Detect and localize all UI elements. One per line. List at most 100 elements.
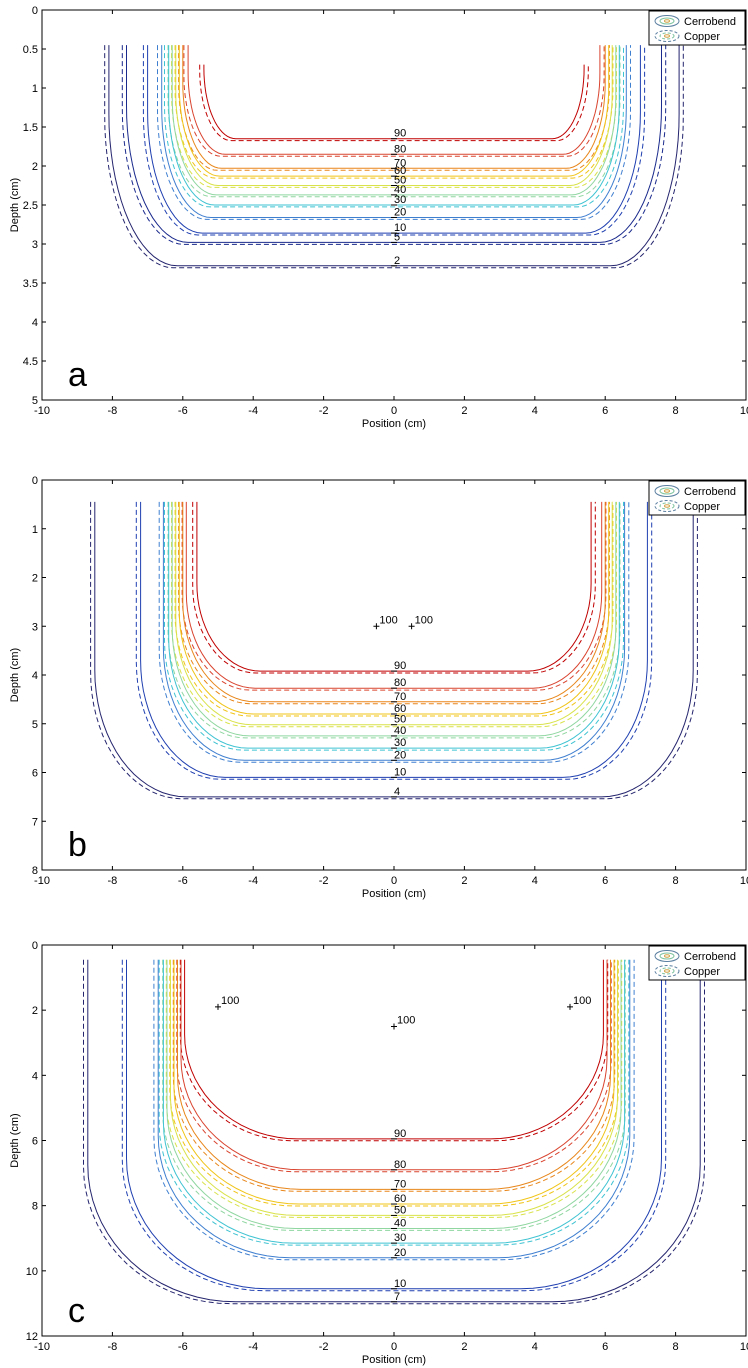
panel-label: a <box>68 356 87 394</box>
x-tick-label: -4 <box>248 1341 258 1353</box>
y-tick-label: 1 <box>32 83 38 95</box>
legend-entry-copper: Copper <box>684 31 720 43</box>
contour-copper-40 <box>167 501 621 739</box>
contour-copper-40 <box>162 959 626 1231</box>
y-tick-label: 8 <box>32 865 38 877</box>
contour-copper-90 <box>199 64 589 142</box>
contour-label-50: 50 <box>394 1204 406 1216</box>
contour-label-20: 20 <box>394 749 406 761</box>
contour-label-60: 60 <box>394 1193 406 1205</box>
y-tick-label: 4 <box>32 1070 38 1082</box>
contour-copper-90 <box>192 501 596 674</box>
x-tick-label: -4 <box>248 875 258 887</box>
contour-copper-80 <box>181 501 607 691</box>
legend-swatch-dashed <box>654 500 680 512</box>
chart-panel-a: 90807060504030201052-10-8-6-4-2024681000… <box>9 5 748 430</box>
contour-copper-20 <box>158 501 630 763</box>
contour-label-70: 70 <box>394 157 406 169</box>
x-tick-label: 4 <box>532 405 538 417</box>
panel-label: b <box>68 826 87 864</box>
contour-copper-80 <box>183 45 605 157</box>
y-tick-label: 0 <box>32 475 38 487</box>
x-tick-label: 0 <box>391 1341 397 1353</box>
y-tick-label: 12 <box>26 1331 38 1343</box>
x-tick-label: 2 <box>461 405 467 417</box>
y-axis-label: Depth (cm) <box>9 178 21 232</box>
x-tick-label: -6 <box>178 875 188 887</box>
contour-label-70: 70 <box>394 691 406 703</box>
x-tick-label: -8 <box>108 405 118 417</box>
contour-copper-70 <box>172 959 616 1192</box>
x-tick-label: 6 <box>602 1341 608 1353</box>
contour-label-70: 70 <box>394 1178 406 1190</box>
x-tick-label: -8 <box>108 875 118 887</box>
x-tick-label: 10 <box>740 1341 748 1353</box>
contour-copper-90 <box>179 959 609 1142</box>
contour-label-90: 90 <box>394 1128 406 1140</box>
contour-copper-4 <box>90 501 698 800</box>
legend-entry-cerrobend: Cerrobend <box>684 16 736 28</box>
x-tick-label: 0 <box>391 875 397 887</box>
x-tick-label: -2 <box>319 405 329 417</box>
contour-label-2: 2 <box>394 255 400 267</box>
legend-swatch-solid <box>654 485 680 497</box>
contour-label-80: 80 <box>394 677 406 689</box>
contour-copper-2 <box>104 45 684 269</box>
contour-label-80: 80 <box>394 143 406 155</box>
plot-area <box>41 479 747 871</box>
y-tick-label: 1.5 <box>23 122 38 134</box>
contour-label-50: 50 <box>394 175 406 187</box>
x-axis-label: Position (cm) <box>362 1354 426 1366</box>
x-tick-label: 8 <box>673 875 679 887</box>
y-tick-label: 3 <box>32 239 38 251</box>
contour-label-50: 50 <box>394 714 406 726</box>
contour-label-80: 80 <box>394 1159 406 1171</box>
contour-label-4: 4 <box>394 786 400 798</box>
legend-entry-cerrobend: Cerrobend <box>684 951 736 963</box>
max-marker <box>408 623 415 630</box>
y-axis-label: Depth (cm) <box>9 1113 21 1167</box>
contour-label-40: 40 <box>394 725 406 737</box>
x-tick-label: -6 <box>178 1341 188 1353</box>
contour-label-10: 10 <box>394 1278 406 1290</box>
contour-label-10: 10 <box>394 222 406 234</box>
contour-label-5: 5 <box>394 231 400 243</box>
x-tick-label: 6 <box>602 405 608 417</box>
y-tick-label: 6 <box>32 1136 38 1148</box>
y-tick-label: 2 <box>32 161 38 173</box>
y-tick-label: 5 <box>32 395 38 407</box>
contour-copper-80 <box>176 959 612 1173</box>
legend-swatch-dashed <box>654 965 680 977</box>
legend: Cerrobend Copper <box>648 945 746 981</box>
x-tick-label: 4 <box>532 1341 538 1353</box>
x-tick-label: -2 <box>319 1341 329 1353</box>
y-tick-label: 1 <box>32 524 38 536</box>
y-tick-label: 6 <box>32 768 38 780</box>
contour-label-20: 20 <box>394 1247 406 1259</box>
max-marker <box>391 1023 397 1030</box>
contour-label-30: 30 <box>394 1232 406 1244</box>
legend-box <box>648 10 746 46</box>
x-tick-label: -10 <box>34 405 50 417</box>
x-axis-label: Position (cm) <box>362 888 426 900</box>
x-tick-label: -2 <box>319 875 329 887</box>
x-tick-label: 2 <box>461 875 467 887</box>
contour-label-60: 60 <box>394 703 406 715</box>
max-marker <box>215 1003 221 1010</box>
x-tick-label: 2 <box>461 1341 467 1353</box>
y-axis-label: Depth (cm) <box>9 648 21 702</box>
contour-copper-10 <box>135 501 653 780</box>
x-tick-label: 4 <box>532 875 538 887</box>
contour-label-30: 30 <box>394 194 406 206</box>
x-tick-label: -8 <box>108 1341 118 1353</box>
contour-label-30: 30 <box>394 737 406 749</box>
contour-label-10: 10 <box>394 766 406 778</box>
legend: Cerrobend Copper <box>648 10 746 46</box>
x-tick-label: 10 <box>740 405 748 417</box>
max-marker <box>373 623 380 630</box>
contour-label-7: 7 <box>394 1291 400 1303</box>
legend-entry-copper: Copper <box>684 501 720 513</box>
